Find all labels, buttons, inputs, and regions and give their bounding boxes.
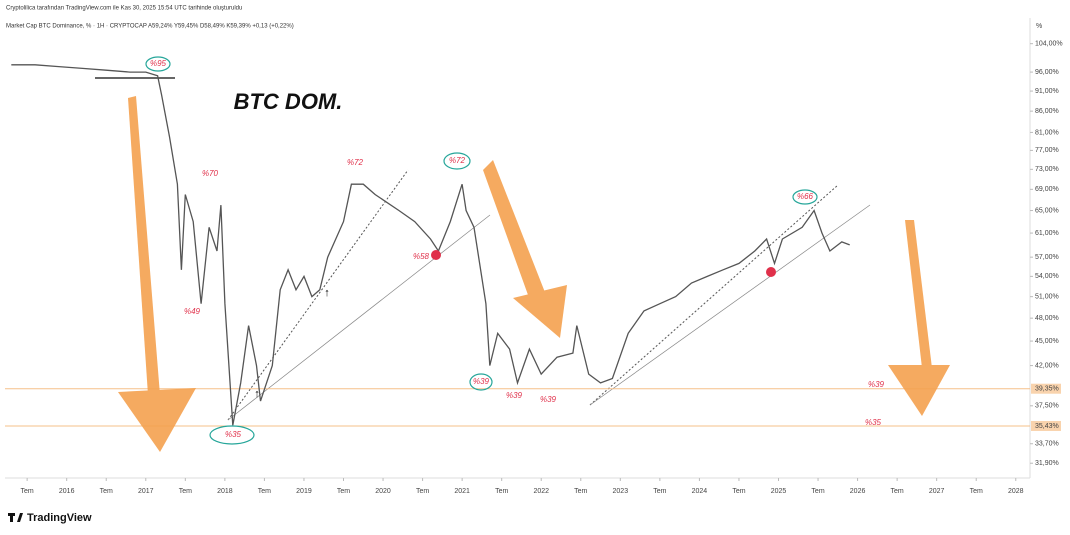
- x-tick-label: 2023: [613, 488, 629, 495]
- reference-label-bg: [1031, 420, 1061, 431]
- caption: Cryptolilica tarafından TradingView.com …: [6, 6, 242, 12]
- branding: TradingView: [27, 512, 92, 524]
- x-tick-label: 2018: [217, 488, 233, 495]
- x-tick-label: Tem: [574, 488, 587, 495]
- x-tick-label: Tem: [970, 488, 983, 495]
- annotation: %58: [413, 252, 430, 261]
- x-tick-label: 2024: [692, 488, 708, 495]
- annotation: %39: [868, 380, 885, 389]
- y-tick-label: 65,00%: [1035, 207, 1059, 214]
- y-tick-label: 69,00%: [1035, 186, 1059, 193]
- up-arrow: ↑: [324, 287, 330, 299]
- trend-line: [589, 184, 839, 406]
- x-tick-label: 2022: [533, 488, 549, 495]
- annotation: %72: [347, 158, 364, 167]
- y-tick-label: 57,00%: [1035, 254, 1059, 261]
- y-tick-label: 96,00%: [1035, 69, 1059, 76]
- x-tick-label: Tem: [732, 488, 745, 495]
- trend-line: [227, 214, 491, 421]
- x-tick-label: Tem: [891, 488, 904, 495]
- y-tick-label: 104,00%: [1035, 41, 1063, 48]
- annotation: %66: [797, 192, 814, 201]
- x-tick-label: 2025: [771, 488, 787, 495]
- annotation: %35: [865, 418, 882, 427]
- y-tick-label: 81,00%: [1035, 129, 1059, 136]
- annotation: %72: [449, 156, 466, 165]
- marker-dot: [766, 267, 776, 277]
- annotation: %35: [225, 430, 242, 439]
- highlight-ellipse: [443, 152, 471, 170]
- x-tick-label: 2027: [929, 488, 945, 495]
- logo-mark: [17, 513, 23, 522]
- arrows: [118, 96, 950, 452]
- x-tick-label: 2016: [59, 488, 75, 495]
- highlight-ellipse: [145, 56, 171, 72]
- annotation: %39: [473, 377, 490, 386]
- y-tick-label: 77,00%: [1035, 147, 1059, 154]
- annotation-title: BTC DOM.: [234, 89, 343, 114]
- y-tick-label: 48,00%: [1035, 315, 1059, 322]
- plot: [5, 64, 1030, 427]
- reference-label-bg: [1031, 383, 1061, 394]
- x-tick-label: Tem: [653, 488, 666, 495]
- y-tick-label: 33,70%: [1035, 441, 1059, 448]
- highlight-ellipse: [792, 189, 818, 205]
- y-tick-label: 37,50%: [1035, 403, 1059, 410]
- y-tick-label: 51,00%: [1035, 293, 1059, 300]
- x-tick-label: Tem: [179, 488, 192, 495]
- x-tick-label: Tem: [337, 488, 350, 495]
- x-tick-label: Tem: [495, 488, 508, 495]
- highlight-ellipse: [209, 425, 255, 445]
- highlights: [145, 56, 818, 445]
- annotation: %39: [540, 395, 557, 404]
- x-tick-label: 2019: [296, 488, 312, 495]
- highlight-ellipse: [469, 373, 493, 391]
- up-arrow: ↑: [254, 388, 260, 400]
- trend-line: [227, 169, 409, 421]
- subtitle: Market Cap BTC Dominance, % · 1H · CRYPT…: [6, 24, 294, 30]
- y-axis-label: %: [1036, 23, 1042, 30]
- x-tick-label: 2028: [1008, 488, 1024, 495]
- marker-dot: [431, 250, 441, 260]
- arrow-head: [118, 388, 196, 452]
- arrow-head: [513, 285, 567, 338]
- x-tick-label: 2026: [850, 488, 866, 495]
- reference-label: 39,35%: [1035, 386, 1059, 393]
- y-tick-label: 91,00%: [1035, 88, 1059, 95]
- arrow-shaft: [128, 96, 160, 395]
- arrow-shaft: [483, 160, 548, 306]
- x-tick-label: 2020: [375, 488, 391, 495]
- annotation: %49: [184, 307, 201, 316]
- x-tick-label: 2021: [454, 488, 470, 495]
- annotation: %39: [506, 391, 523, 400]
- annotation: %95: [150, 59, 167, 68]
- logo: [8, 513, 23, 522]
- y-tick-label: 86,00%: [1035, 108, 1059, 115]
- trend-line: [589, 204, 871, 406]
- logo-mark: [10, 513, 13, 522]
- x-tick-label: Tem: [100, 488, 113, 495]
- y-tick-label: 73,00%: [1035, 166, 1059, 173]
- x-tick-label: Tem: [416, 488, 429, 495]
- price-line: [11, 64, 850, 426]
- reference-label: 35,43%: [1035, 423, 1059, 430]
- x-tick-label: Tem: [21, 488, 34, 495]
- y-tick-label: 42,00%: [1035, 362, 1059, 369]
- y-tick-label: 45,00%: [1035, 338, 1059, 345]
- x-tick-label: Tem: [258, 488, 271, 495]
- y-tick-label: 31,90%: [1035, 460, 1059, 467]
- x-tick-label: 2017: [138, 488, 154, 495]
- annotation: %70: [202, 169, 219, 178]
- y-tick-label: 61,00%: [1035, 230, 1059, 237]
- y-tick-label: 54,00%: [1035, 273, 1059, 280]
- arrow-shaft: [905, 220, 932, 368]
- x-tick-label: Tem: [811, 488, 824, 495]
- arrow-head: [888, 365, 950, 416]
